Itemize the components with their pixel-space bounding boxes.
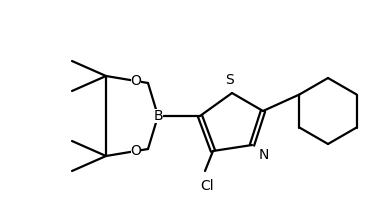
Text: Cl: Cl bbox=[200, 179, 214, 193]
Text: S: S bbox=[226, 73, 234, 87]
Text: O: O bbox=[131, 74, 142, 88]
Text: O: O bbox=[131, 144, 142, 158]
Text: N: N bbox=[259, 148, 269, 162]
Text: B: B bbox=[153, 109, 163, 123]
